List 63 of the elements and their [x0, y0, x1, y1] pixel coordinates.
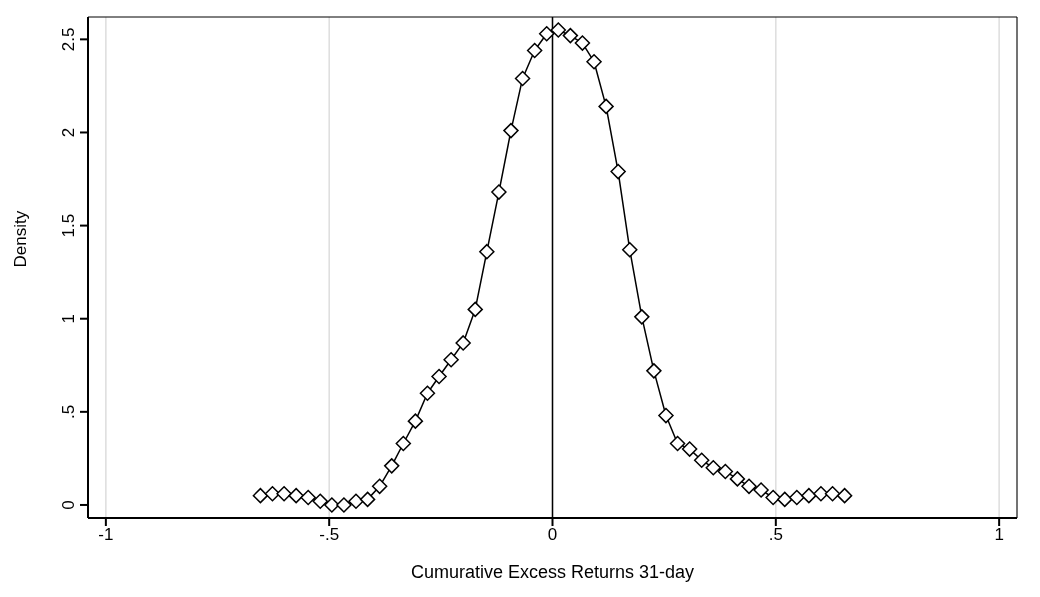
point [813, 486, 829, 502]
point [371, 478, 388, 495]
point [622, 242, 638, 258]
point [765, 489, 781, 506]
point [658, 407, 674, 424]
y-tick-label: 1.5 [59, 213, 78, 238]
x-tick-label: -.5 [319, 525, 340, 545]
point [550, 22, 567, 38]
point [598, 98, 614, 115]
point [431, 368, 447, 385]
point [753, 482, 769, 498]
point [693, 452, 710, 469]
x-tick-label: 0 [547, 525, 558, 545]
point [288, 487, 304, 504]
point [538, 26, 555, 42]
point [562, 27, 579, 44]
point [705, 459, 722, 476]
x-tick-label: 1 [994, 525, 1004, 545]
point [252, 487, 269, 504]
x-axis-title: Cumurative Excess Returns 31-day [410, 562, 695, 582]
point [574, 35, 591, 51]
point [729, 471, 746, 487]
y-tick-label: 2 [59, 127, 78, 138]
point [264, 486, 281, 502]
point [777, 491, 793, 508]
x-tick-label: -1 [98, 525, 114, 545]
point [348, 493, 364, 509]
point [681, 441, 698, 457]
point [359, 491, 376, 508]
x-tick-label: .5 [768, 525, 783, 545]
point [455, 335, 471, 351]
y-tick-label: .5 [59, 404, 78, 419]
point [443, 351, 459, 368]
point [336, 497, 352, 513]
point [801, 487, 817, 504]
point [717, 463, 734, 480]
y-tick-label: 2.5 [59, 27, 78, 52]
point [610, 163, 626, 180]
point [634, 309, 650, 325]
y-axis-title: Density [11, 210, 31, 268]
point [324, 497, 340, 513]
y-tick-label: 1 [59, 313, 78, 324]
point [514, 70, 531, 87]
point [503, 122, 519, 139]
point [526, 42, 543, 59]
point [300, 489, 316, 506]
y-tick-label: 0 [59, 500, 78, 510]
point [467, 301, 483, 318]
point [669, 435, 686, 452]
point [789, 489, 805, 506]
point [491, 184, 507, 200]
point [824, 486, 841, 502]
point [741, 478, 757, 495]
point [479, 243, 495, 260]
point [646, 363, 662, 379]
point [419, 385, 436, 401]
point [407, 413, 424, 429]
point [312, 493, 328, 509]
point [586, 53, 602, 70]
point [395, 435, 412, 452]
point [276, 486, 292, 502]
point [836, 487, 853, 504]
point [383, 458, 400, 474]
